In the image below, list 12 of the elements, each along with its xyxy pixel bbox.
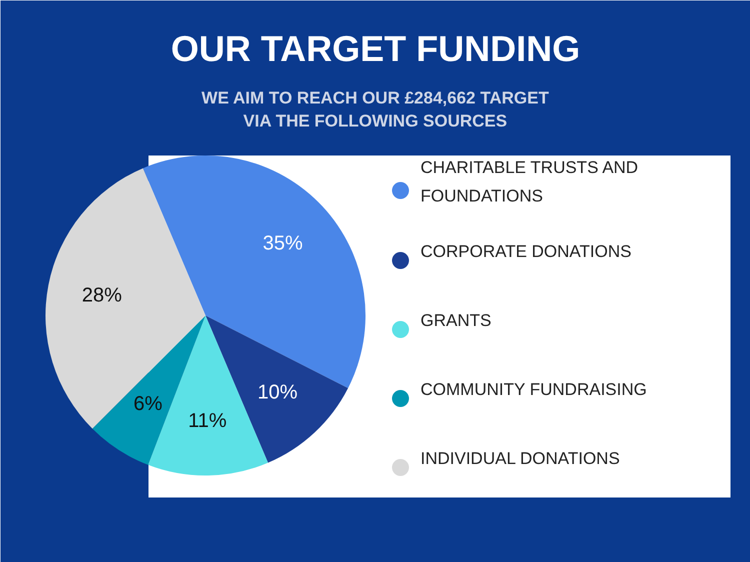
chart-title: OUR TARGET FUNDING (170, 28, 580, 69)
legend-label: GRANTS (420, 311, 492, 330)
data-label: 6% (134, 393, 163, 416)
chart-subtitle: WE AIM TO REACH OUR £284,662 TARGET VIA THE FOLLOWING SOURCES (202, 88, 550, 130)
legend-label: CHARITABLE TRUSTS AND FOUNDATIONS (420, 158, 638, 206)
data-label: 11% (188, 410, 227, 432)
legend-label: INDIVIDUAL DONATIONS (420, 449, 620, 468)
data-label: 35% (262, 232, 303, 254)
legend-label: CORPORATE DONATIONS (420, 242, 632, 261)
legend-label: COMMUNITY FUNDRAISING (420, 380, 647, 399)
data-label: 10% (258, 382, 298, 404)
data-label: 28% (82, 284, 122, 306)
